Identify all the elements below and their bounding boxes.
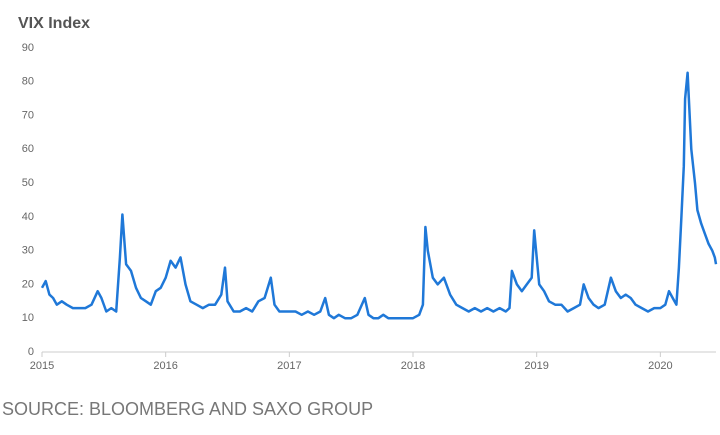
y-tick-label: 10	[22, 312, 34, 324]
y-tick-label: 80	[22, 76, 34, 88]
x-tick-label: 2019	[524, 360, 548, 372]
line	[40, 71, 718, 320]
y-tick-label: 90	[22, 42, 34, 54]
x-tick-label: 2018	[401, 360, 425, 372]
y-tick-label: 50	[22, 177, 34, 189]
x-tick-label: 2015	[30, 360, 54, 372]
x-tick-label: 2016	[153, 360, 177, 372]
y-tick-label: 70	[22, 109, 34, 121]
source: SOURCE: BLOOMBERG AND SAXO GROUP	[2, 399, 373, 419]
x-tick-label: 2017	[277, 360, 301, 372]
x-tick-label: 2020	[648, 360, 672, 372]
y-tick-label: 0	[28, 346, 34, 358]
chart-title: VIX Index	[18, 15, 90, 32]
y-tick-label: 20	[22, 278, 34, 290]
y-tick-label: 60	[22, 143, 34, 155]
y-tick-label: 30	[22, 245, 34, 257]
y-tick-label: 40	[22, 211, 34, 223]
